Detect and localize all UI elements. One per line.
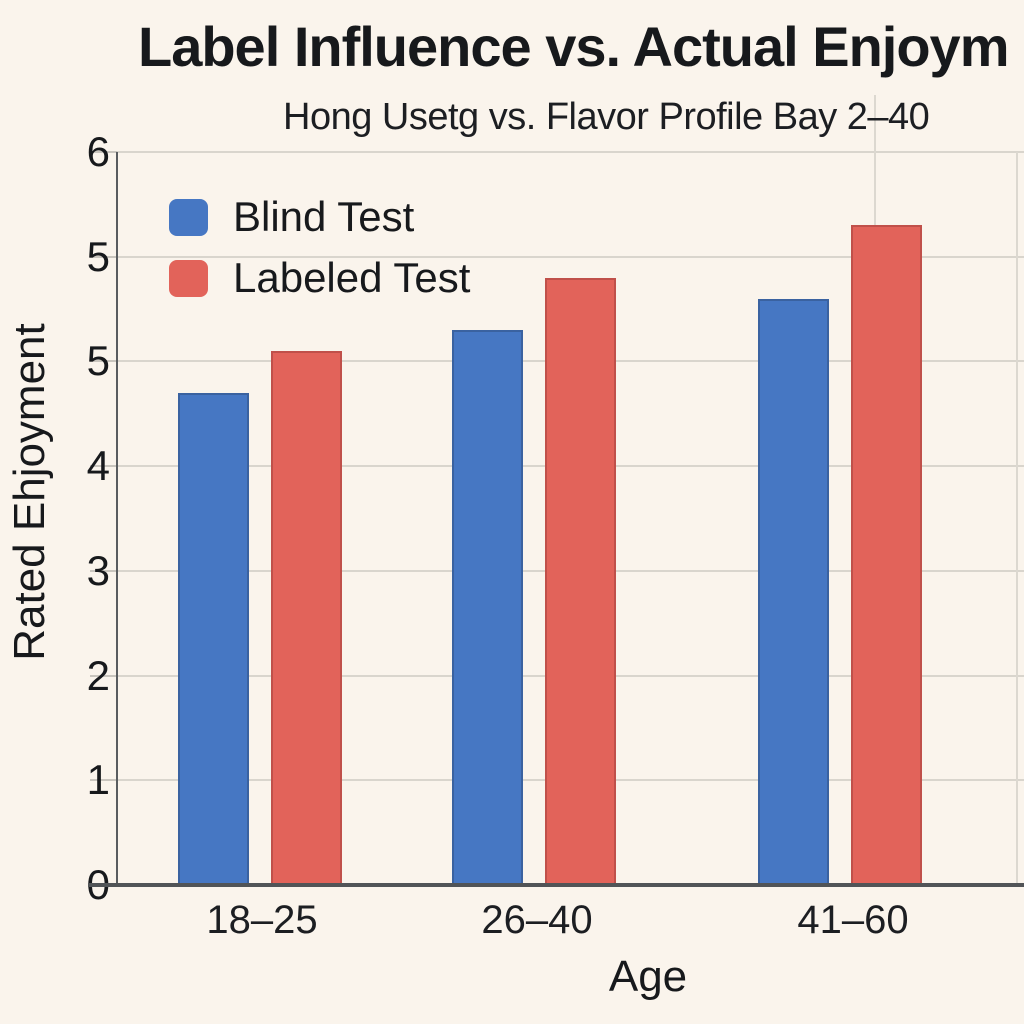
y-tick-mark	[90, 569, 117, 572]
y-tick-label: 5	[86, 232, 110, 280]
bar-labeled-test-18–25	[271, 350, 342, 885]
y-tick-label: 5	[86, 337, 110, 385]
y-tick-mark	[90, 674, 117, 677]
y-axis-title: Rated Ehjoyment	[5, 323, 54, 661]
y-tick-mark	[90, 779, 117, 782]
legend-swatch-blind-test	[169, 198, 208, 236]
y-tick-label: 1	[86, 756, 110, 804]
y-tick-label: 3	[86, 546, 110, 594]
y-tick-mark	[90, 465, 117, 468]
y-tick-label: 4	[86, 442, 110, 490]
bar-labeled-test-26–40	[545, 277, 616, 885]
v-gridline	[1016, 152, 1018, 885]
x-tick-label: 26–40	[481, 898, 593, 942]
x-tick-label: 18–25	[206, 898, 318, 942]
y-tick-mark	[90, 360, 117, 363]
bar-labeled-test-41–60	[851, 225, 922, 885]
legend-item-labeled-test: Labeled Test	[169, 254, 470, 302]
bar-blind-test-41–60	[758, 298, 829, 885]
x-axis-title: Age	[608, 952, 688, 1001]
x-tick-label: 41–60	[797, 898, 909, 942]
chart-title: Label Influence vs. Actual Enjoym	[138, 15, 1009, 78]
y-tick-label: 2	[86, 651, 110, 699]
bar-blind-test-18–25	[178, 392, 249, 885]
x-axis-line	[88, 883, 1024, 887]
bar-blind-test-26–40	[452, 330, 523, 885]
legend: Blind Test Labeled Test	[169, 193, 470, 315]
h-gridline	[117, 151, 1024, 153]
h-gridline	[117, 255, 1024, 258]
legend-label-labeled-test: Labeled Test	[233, 254, 471, 301]
legend-label-blind-test: Blind Test	[233, 193, 415, 240]
legend-swatch-labeled-test	[169, 259, 208, 297]
y-tick-label: 6	[86, 128, 110, 175]
legend-item-blind-test: Blind Test	[169, 193, 470, 241]
y-tick-mark	[90, 151, 117, 153]
y-axis-line	[116, 152, 118, 885]
y-tick-mark	[90, 255, 117, 258]
chart-subtitle: Hong Usetg vs. Flavor Profile Bay 2–40	[283, 96, 930, 138]
